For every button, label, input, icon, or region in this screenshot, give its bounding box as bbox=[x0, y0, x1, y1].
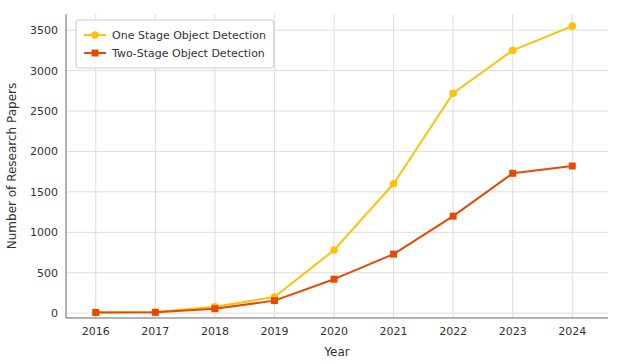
x-tick-label: 2021 bbox=[380, 325, 408, 338]
grid-line bbox=[66, 272, 608, 273]
grid-line bbox=[334, 14, 335, 318]
x-tick-label: 2023 bbox=[499, 325, 527, 338]
x-tick-label: 2018 bbox=[201, 325, 229, 338]
legend-label: Two-Stage Object Detection bbox=[111, 47, 265, 60]
y-tick-label: 500 bbox=[37, 267, 58, 280]
data-point bbox=[331, 276, 338, 283]
data-point bbox=[568, 22, 576, 30]
data-point bbox=[390, 180, 398, 188]
y-tick-label: 1000 bbox=[30, 226, 58, 239]
legend-box bbox=[76, 20, 274, 68]
grid-line bbox=[66, 70, 608, 71]
data-point bbox=[569, 163, 576, 170]
data-point bbox=[92, 309, 100, 317]
data-point bbox=[509, 47, 517, 55]
y-tick-label: 3000 bbox=[30, 65, 58, 78]
series-line bbox=[96, 166, 572, 313]
grid bbox=[66, 14, 608, 318]
x-tick-label: 2016 bbox=[82, 325, 110, 338]
grid-line bbox=[512, 14, 513, 318]
data-point bbox=[152, 309, 159, 316]
y-tick-label: 2500 bbox=[30, 105, 58, 118]
grid-line bbox=[66, 191, 608, 192]
data-point bbox=[509, 170, 516, 177]
chart-container: 0 500 1000 1500 2000 2500 3000 3500 2016 2017 2018… bbox=[0, 0, 624, 364]
data-point bbox=[450, 213, 457, 220]
y-tick-label: 1500 bbox=[30, 186, 58, 199]
x-axis-label: Year bbox=[323, 345, 349, 359]
chart: 0 500 1000 1500 2000 2500 3000 3500 2016 2017 2018… bbox=[0, 0, 624, 364]
y-tick-label: 3500 bbox=[30, 24, 58, 37]
legend-label: One Stage Object Detection bbox=[112, 29, 266, 42]
grid-line bbox=[453, 14, 454, 318]
data-point bbox=[92, 309, 99, 316]
y-axis-label: Number of Research Papers bbox=[5, 83, 19, 250]
x-tick-label: 2020 bbox=[320, 325, 348, 338]
x-tick-label: 2024 bbox=[558, 325, 586, 338]
data-point bbox=[152, 308, 160, 316]
x-tick-label: 2017 bbox=[141, 325, 169, 338]
series-line bbox=[96, 26, 572, 312]
data-point bbox=[330, 246, 338, 254]
legend: One Stage Object Detection Two-Stage Obje… bbox=[76, 20, 274, 68]
x-tick-label: 2019 bbox=[260, 325, 288, 338]
y-axis-line bbox=[66, 14, 67, 318]
grid-line bbox=[66, 151, 608, 152]
x-tick-label: 2022 bbox=[439, 325, 467, 338]
legend-marker bbox=[92, 50, 99, 57]
x-axis-line bbox=[66, 318, 608, 319]
y-tick-label: 0 bbox=[51, 307, 58, 320]
background bbox=[0, 0, 624, 364]
grid-line bbox=[393, 14, 394, 318]
data-point bbox=[211, 305, 218, 312]
data-point bbox=[449, 89, 457, 97]
grid-line bbox=[66, 111, 608, 112]
grid-line bbox=[66, 232, 608, 233]
legend-marker bbox=[91, 31, 99, 39]
data-point bbox=[390, 251, 397, 258]
y-tick-label: 2000 bbox=[30, 145, 58, 158]
data-point bbox=[271, 297, 278, 304]
